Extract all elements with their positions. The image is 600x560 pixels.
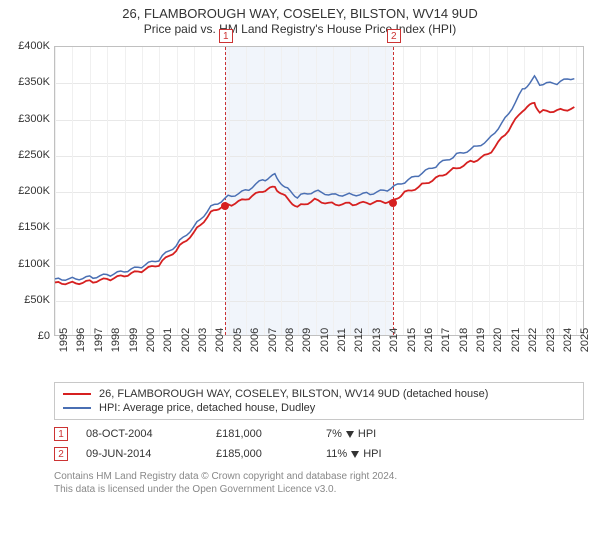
x-axis-label: 2001 bbox=[162, 328, 174, 352]
sale-row: 2 09-JUN-2014£185,00011% HPI bbox=[54, 444, 584, 464]
y-axis-label: £350K bbox=[10, 76, 50, 88]
y-axis-label: £300K bbox=[10, 113, 50, 125]
sale-index-badge: 1 bbox=[54, 427, 68, 441]
sale-diff-pct: 7% bbox=[326, 428, 342, 440]
page-subtitle: Price paid vs. HM Land Registry's House … bbox=[10, 22, 590, 36]
x-axis-label: 2017 bbox=[440, 328, 452, 352]
sale-marker-badge: 2 bbox=[387, 29, 401, 43]
y-axis-label: £100K bbox=[10, 258, 50, 270]
sale-price: £181,000 bbox=[216, 428, 326, 440]
legend-swatch bbox=[63, 393, 91, 395]
attribution-line: Contains HM Land Registry data © Crown c… bbox=[54, 470, 590, 483]
y-axis-label: £200K bbox=[10, 185, 50, 197]
x-axis-label: 2020 bbox=[492, 328, 504, 352]
legend-swatch bbox=[63, 407, 91, 409]
x-axis-label: 2013 bbox=[371, 328, 383, 352]
sales-table: 1 08-OCT-2004£181,0007% HPI 2 09-JUN-2014£18… bbox=[54, 424, 584, 464]
y-axis-label: £0 bbox=[10, 330, 50, 342]
page-title: 26, FLAMBOROUGH WAY, COSELEY, BILSTON, W… bbox=[10, 6, 590, 21]
price-chart: 12 £0£50K£100K£150K£200K£250K£300K£350K£… bbox=[10, 40, 590, 380]
sale-marker-badge: 1 bbox=[219, 29, 233, 43]
sale-diff: 7% HPI bbox=[326, 428, 376, 440]
x-axis-label: 2022 bbox=[527, 328, 539, 352]
x-axis-label: 2024 bbox=[562, 328, 574, 352]
x-axis-label: 2003 bbox=[197, 328, 209, 352]
sale-date: 09-JUN-2014 bbox=[86, 448, 216, 460]
x-axis-label: 2011 bbox=[336, 328, 348, 352]
x-axis-label: 2010 bbox=[319, 328, 331, 352]
x-axis-label: 2015 bbox=[406, 328, 418, 352]
sale-diff: 11% HPI bbox=[326, 448, 382, 460]
x-axis-label: 1995 bbox=[58, 328, 70, 352]
legend: 26, FLAMBOROUGH WAY, COSELEY, BILSTON, W… bbox=[54, 382, 584, 420]
x-axis-label: 1996 bbox=[75, 328, 87, 352]
x-axis-label: 2000 bbox=[145, 328, 157, 352]
sale-diff-pct: 11% bbox=[326, 448, 347, 460]
y-axis-label: £250K bbox=[10, 149, 50, 161]
x-axis-label: 2002 bbox=[180, 328, 192, 352]
x-axis-label: 2023 bbox=[545, 328, 557, 352]
x-axis-label: 2009 bbox=[301, 328, 313, 352]
legend-label: 26, FLAMBOROUGH WAY, COSELEY, BILSTON, W… bbox=[99, 388, 488, 400]
y-axis-label: £150K bbox=[10, 221, 50, 233]
arrow-down-icon bbox=[351, 451, 359, 458]
legend-label: HPI: Average price, detached house, Dudl… bbox=[99, 402, 315, 414]
arrow-down-icon bbox=[346, 431, 354, 438]
x-axis-label: 1999 bbox=[128, 328, 140, 352]
x-axis-label: 2007 bbox=[267, 328, 279, 352]
x-axis-label: 2006 bbox=[249, 328, 261, 352]
sale-point-marker bbox=[221, 202, 229, 210]
x-axis-label: 2012 bbox=[353, 328, 365, 352]
legend-item: HPI: Average price, detached house, Dudl… bbox=[63, 401, 575, 415]
sale-price: £185,000 bbox=[216, 448, 326, 460]
sale-diff-ref: HPI bbox=[363, 448, 381, 460]
x-axis-label: 2005 bbox=[232, 328, 244, 352]
sale-diff-ref: HPI bbox=[358, 428, 376, 440]
attribution-line: This data is licensed under the Open Gov… bbox=[54, 483, 590, 496]
x-axis-label: 2018 bbox=[458, 328, 470, 352]
sale-point-marker bbox=[389, 199, 397, 207]
sale-row: 1 08-OCT-2004£181,0007% HPI bbox=[54, 424, 584, 444]
sale-index-badge: 2 bbox=[54, 447, 68, 461]
x-axis-label: 2008 bbox=[284, 328, 296, 352]
attribution: Contains HM Land Registry data © Crown c… bbox=[54, 470, 590, 496]
x-axis-label: 2016 bbox=[423, 328, 435, 352]
x-axis-label: 2025 bbox=[579, 328, 591, 352]
x-axis-label: 1998 bbox=[110, 328, 122, 352]
x-axis-label: 2019 bbox=[475, 328, 487, 352]
x-axis-label: 2021 bbox=[510, 328, 522, 352]
x-axis-label: 2004 bbox=[214, 328, 226, 352]
y-axis-label: £400K bbox=[10, 40, 50, 52]
sale-date: 08-OCT-2004 bbox=[86, 428, 216, 440]
legend-item: 26, FLAMBOROUGH WAY, COSELEY, BILSTON, W… bbox=[63, 387, 575, 401]
x-axis-label: 1997 bbox=[93, 328, 105, 352]
x-axis-label: 2014 bbox=[388, 328, 400, 352]
series-line bbox=[55, 76, 574, 280]
y-axis-label: £50K bbox=[10, 294, 50, 306]
